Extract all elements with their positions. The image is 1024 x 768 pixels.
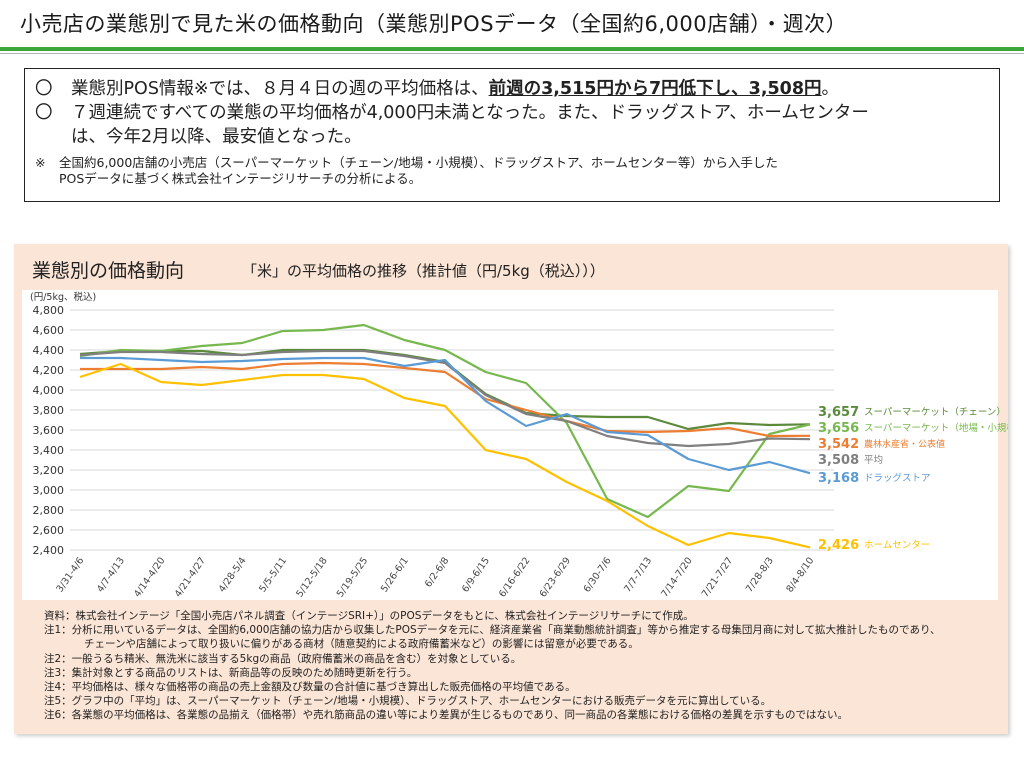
x-tick-label: 5/5-5/11 (257, 555, 289, 594)
series-line (80, 356, 811, 475)
x-tick-label: 4/21-4/27 (173, 555, 208, 599)
note-line: 注3：集計対象とする商品のリストは、新商品等の反映のため随時更新を行う。 (44, 666, 418, 679)
x-tick-label: 4/14-4/20 (132, 555, 167, 599)
y-tick-label: 2,800 (33, 504, 65, 517)
bullet-mark: 〇 (35, 103, 53, 123)
series-end-value: 2,426 (818, 538, 859, 553)
y-tick-label: 4,600 (33, 324, 65, 337)
bullet-1-highlight: 前週の3,515円から7円低下し、3,508円 (488, 79, 822, 99)
x-tick-label: 7/7-7/13 (622, 555, 654, 594)
series-name-label: スーパーマーケット（チェーン） (864, 406, 1006, 418)
x-tick-label: 6/9-6/15 (460, 555, 492, 594)
series-name-label: ホームセンター (864, 540, 930, 551)
series-name-label: ドラッグストア (864, 472, 931, 484)
title-divider (0, 53, 1024, 54)
page-title: 小売店の業態別で見た米の価格動向（業態別POSデータ（全国約6,000店舗）・週… (20, 12, 848, 36)
series-end-value: 3,542 (818, 437, 859, 452)
x-tick-label: 4/28-5/4 (217, 555, 249, 594)
x-tick-label: 6/16-6/22 (497, 555, 532, 599)
note-line: 注6：各業態の平均価格は、各業態の品揃え（価格帯）や売れ筋商品の違い等により差異… (44, 709, 848, 722)
series-line (80, 361, 811, 438)
title-underline (0, 47, 1024, 51)
bullet-2-line-2: は、今年2月以降、最安値となった。 (71, 127, 362, 147)
x-tick-label: 4/7-4/13 (95, 555, 127, 594)
note-line: 注4：平均価格は、様々な価格帯の商品の売上金額及び数量の合計値に基づき算出した販… (44, 681, 576, 694)
x-tick-label: 7/21-7/27 (700, 555, 735, 599)
series-name-label: 平均 (864, 454, 883, 466)
chart-panel: 業態別の価格動向 「米」の平均価格の推移（推計値（円/5kg（税込））） (円/… (14, 244, 1008, 734)
series-end-value: 3,508 (818, 453, 859, 468)
note-line: 注2：一般うるち精米、無洗米に該当する5kgの商品（政府備蓄米の商品を含む）を対… (44, 652, 522, 665)
note-mark: ※ (35, 155, 46, 170)
x-tick-label: 3/31-4/6 (54, 555, 86, 594)
y-tick-label: 3,000 (33, 484, 65, 497)
x-tick-label: 8/4-8/10 (784, 555, 816, 594)
series-line (79, 362, 811, 549)
y-tick-label: 2,400 (33, 544, 65, 557)
note-line: 注1：分析に用いているデータは、全国約6,000店舗の協力店から収集したPOSデ… (44, 624, 941, 637)
x-tick-label: 5/12-5/18 (294, 555, 329, 599)
bullet-mark: 〇 (35, 79, 53, 99)
series-end-value: 3,657 (818, 405, 859, 420)
y-tick-label: 4,200 (33, 364, 65, 377)
price-trend-chart: (円/5kg、税込) 2,400 2,600 2,800 3,000 3,200 3,400… (30, 291, 1008, 599)
note-line: 注5：グラフ中の「平均」は、スーパーマーケット（チェーン/地場・小規模）、ドラッ… (44, 695, 772, 708)
x-tick-label: 6/23-6/29 (538, 555, 573, 599)
bullet-2-line-1: ７週連続ですべての業態の平均価格が4,000円未満となった。また、ドラッグストア… (71, 103, 869, 123)
note-line: 資料：株式会社インテージ「全国小売店パネル調査（インテージSRI+）」のPOSデ… (44, 610, 694, 622)
x-tick-label: 7/28-8/3 (744, 555, 776, 594)
summary-footnote: ※ 全国約6,000店舗の小売店（スーパーマーケット（チェーン/地場・小規模）、… (35, 155, 989, 187)
footnote-line-2: POSデータに基づく株式会社インテージリサーチの分析による。 (59, 171, 422, 186)
summary-bullet-1: 〇 業態別POS情報※では、８月４日の週の平均価格は、前週の3,515円から7円… (35, 77, 989, 101)
y-tick-label: 2,600 (33, 524, 65, 537)
y-tick-label: 4,000 (33, 384, 65, 397)
x-tick-label: 7/14-7/20 (659, 555, 694, 599)
footnote-line-1: 全国約6,000店舗の小売店（スーパーマーケット（チェーン/地場・小規模）、ドラ… (59, 155, 778, 170)
y-tick-label: 4,400 (33, 344, 65, 357)
y-tick-label: 4,800 (33, 304, 65, 317)
summary-bullet-2: 〇 ７週連続ですべての業態の平均価格が4,000円未満となった。また、ドラッグス… (35, 101, 989, 149)
x-tick-label: 5/19-5/25 (335, 555, 370, 599)
y-tick-label: 3,200 (33, 464, 65, 477)
x-tick-label: 6/30-7/6 (582, 555, 614, 594)
chart-notes: 資料：株式会社インテージ「全国小売店パネル調査（インテージSRI+）」のPOSデ… (44, 609, 994, 723)
series-end-value: 3,656 (818, 421, 859, 436)
series-end-value: 3,168 (818, 471, 859, 486)
series-line (79, 323, 811, 519)
summary-box: 〇 業態別POS情報※では、８月４日の週の平均価格は、前週の3,515円から7円… (24, 68, 1000, 202)
bullet-1-text: 業態別POS情報※では、８月４日の週の平均価格は、 (71, 79, 489, 99)
series-name-label: スーパーマーケット（地場・小規模） (864, 422, 1008, 434)
bullet-1-end: 。 (821, 79, 840, 99)
chart-subtitle: 「米」の平均価格の推移（推計値（円/5kg（税込））） (242, 262, 605, 280)
chart-title: 業態別の価格動向 (32, 260, 185, 282)
y-tick-label: 3,800 (33, 404, 65, 417)
y-tick-label: 3,600 (33, 424, 65, 437)
y-axis-unit-label: (円/5kg、税込) (30, 291, 96, 303)
series-name-label: 農林水産省・公表値 (864, 438, 945, 450)
y-tick-label: 3,400 (33, 444, 65, 457)
series-line (79, 349, 811, 448)
x-tick-label: 6/2-6/8 (423, 555, 452, 589)
chart-plot-background (22, 290, 998, 600)
x-tick-label: 5/26-6/1 (379, 555, 411, 594)
note-line: チェーンや店舗によって取り扱いに偏りがある商材（随意契約による政府備蓄米など）の… (84, 638, 639, 651)
